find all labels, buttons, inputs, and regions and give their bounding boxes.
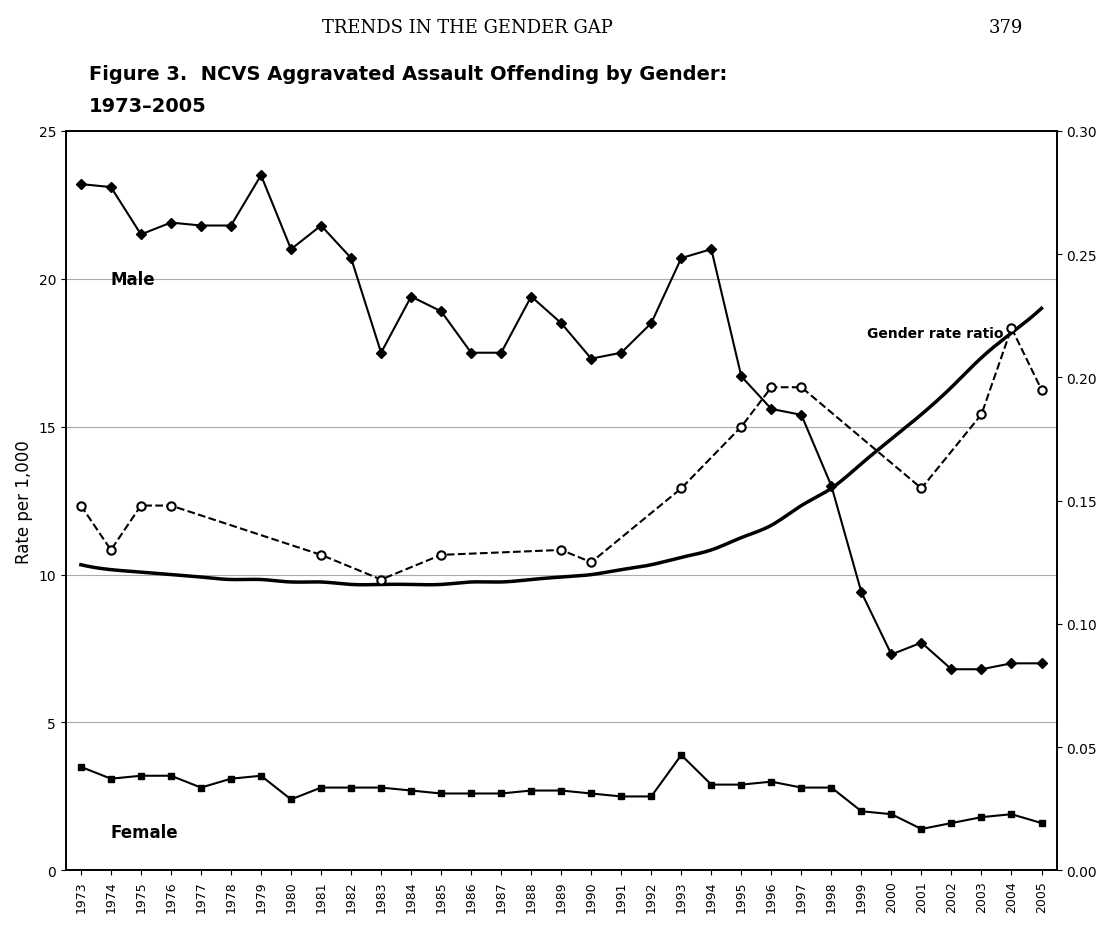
Female [165, 770, 178, 781]
Male [1035, 658, 1049, 669]
Female [255, 770, 268, 781]
Female [525, 785, 538, 796]
Male [885, 649, 898, 660]
Female [585, 788, 598, 799]
Male [1005, 658, 1019, 669]
Text: TRENDS IN THE GENDER GAP: TRENDS IN THE GENDER GAP [321, 19, 613, 36]
Line: Female: Female [78, 752, 1045, 832]
Female [195, 782, 208, 794]
Female [435, 788, 448, 799]
Male [585, 354, 598, 365]
Female [975, 812, 989, 823]
Text: 1973–2005: 1973–2005 [89, 97, 207, 116]
Female [225, 773, 238, 784]
Line: Male: Male [78, 172, 1045, 673]
Female [1035, 818, 1049, 829]
Female [285, 794, 298, 806]
Female [105, 773, 118, 784]
Male [375, 348, 388, 359]
Female [1005, 808, 1019, 819]
Female [705, 780, 718, 791]
Male [555, 318, 568, 329]
Male [135, 230, 148, 241]
Male [705, 245, 718, 256]
Male [615, 348, 628, 359]
Male [285, 245, 298, 256]
Male [795, 410, 808, 421]
Male [825, 481, 838, 492]
Female [405, 785, 418, 796]
Male [165, 218, 178, 229]
Male [105, 183, 118, 194]
Male [915, 638, 929, 649]
Female [765, 776, 778, 787]
Male [225, 221, 238, 232]
Text: Female: Female [111, 823, 179, 841]
Female [915, 823, 929, 834]
Male [435, 307, 448, 318]
Female [345, 782, 358, 794]
Female [555, 785, 568, 796]
Male [765, 404, 778, 415]
Male [405, 292, 418, 303]
Male [945, 664, 959, 675]
Female [135, 770, 148, 781]
Female [795, 782, 808, 794]
Text: Male: Male [111, 271, 156, 288]
Male [975, 664, 989, 675]
Male [345, 253, 358, 264]
Female [825, 782, 838, 794]
Female [375, 782, 388, 794]
Male [315, 221, 328, 232]
Male [255, 171, 268, 182]
Female [615, 791, 628, 802]
Male [525, 292, 538, 303]
Text: Figure 3.  NCVS Aggravated Assault Offending by Gender:: Figure 3. NCVS Aggravated Assault Offend… [89, 65, 727, 83]
Y-axis label: Rate per 1,000: Rate per 1,000 [14, 439, 33, 563]
Female [885, 808, 898, 819]
Female [75, 761, 88, 772]
Female [315, 782, 328, 794]
Male [675, 253, 688, 264]
Male [735, 372, 748, 383]
Male [495, 348, 508, 359]
Male [465, 348, 478, 359]
Text: 379: 379 [989, 19, 1023, 36]
Female [645, 791, 658, 802]
Female [855, 806, 868, 817]
Male [195, 221, 208, 232]
Female [735, 780, 748, 791]
Male [645, 318, 658, 329]
Male [75, 179, 88, 190]
Female [945, 818, 959, 829]
Text: Gender rate ratio: Gender rate ratio [867, 327, 1004, 341]
Female [495, 788, 508, 799]
Female [465, 788, 478, 799]
Male [855, 587, 868, 598]
Female [675, 750, 688, 761]
